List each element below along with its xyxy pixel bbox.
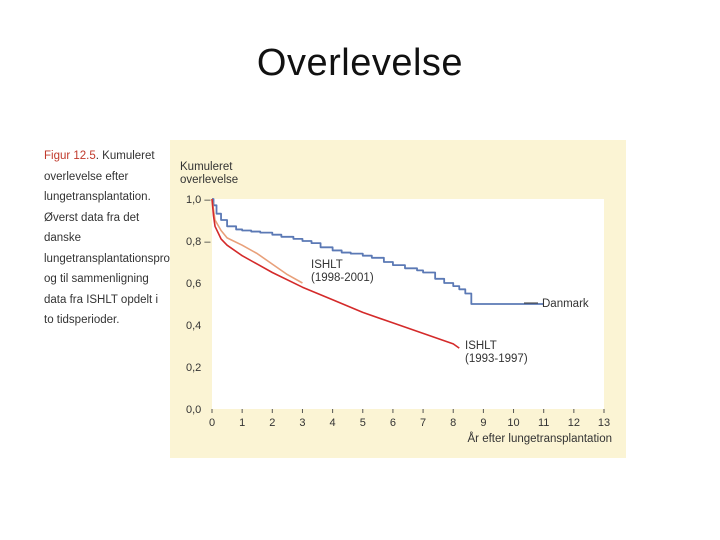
- slide-title: Overlevelse: [256, 42, 464, 84]
- series-label-ishlt-1998: (1998-2001): [311, 272, 374, 284]
- series-label-ishlt-1993: ISHLT: [465, 340, 497, 352]
- x-tick-label: 8: [450, 417, 456, 429]
- series-line-0: [212, 198, 544, 305]
- x-tick-label: 3: [299, 417, 305, 429]
- series-label-ishlt-1998: ISHLT: [311, 259, 343, 271]
- x-tick-label: 6: [390, 417, 396, 429]
- caption-text: Kumuleret overlevelse efter lungetranspl…: [44, 150, 197, 326]
- figure-caption: Figur 12.5. Kumuleret overlevelse efter …: [44, 150, 197, 326]
- y-tick-label: 0,6: [186, 278, 201, 290]
- series-label-danmark: Danmark: [542, 298, 589, 310]
- x-tick-label: 7: [420, 417, 426, 429]
- x-tick-label: 1: [239, 417, 245, 429]
- y-tick-label: 0,0: [186, 404, 201, 416]
- x-tick-label: 12: [568, 417, 580, 429]
- x-tick-label: 11: [538, 417, 549, 429]
- x-tick-label: 5: [360, 417, 366, 429]
- y-axis-label: Kumuleret: [180, 161, 233, 173]
- y-tick-label: 0,2: [186, 362, 201, 374]
- x-tick-label: 4: [330, 417, 336, 429]
- series-line-2: [211, 198, 460, 349]
- x-tick-label: 9: [480, 417, 486, 429]
- x-axis-label: År efter lungetransplantation: [468, 432, 612, 445]
- x-tick-label: 0: [209, 417, 215, 429]
- y-axis-label: overlevelse: [180, 174, 238, 186]
- x-tick-label: 10: [507, 417, 519, 429]
- x-tick-label: 13: [598, 417, 610, 429]
- chart-panel: Kumuleret overlevelse 0,0 0,2 0,4 0,6 0,8 – 1,0…: [170, 140, 626, 458]
- x-tick-label: 2: [269, 417, 275, 429]
- y-tick-label: 0,4: [186, 320, 201, 332]
- y-tick-label: 0,8 –: [186, 236, 211, 248]
- y-tick-label: 1,0 –: [186, 194, 211, 206]
- figure-label: Figur 12.5: [44, 150, 96, 162]
- series-line-1: [211, 198, 303, 284]
- series-label-ishlt-1993: (1993-1997): [465, 353, 528, 365]
